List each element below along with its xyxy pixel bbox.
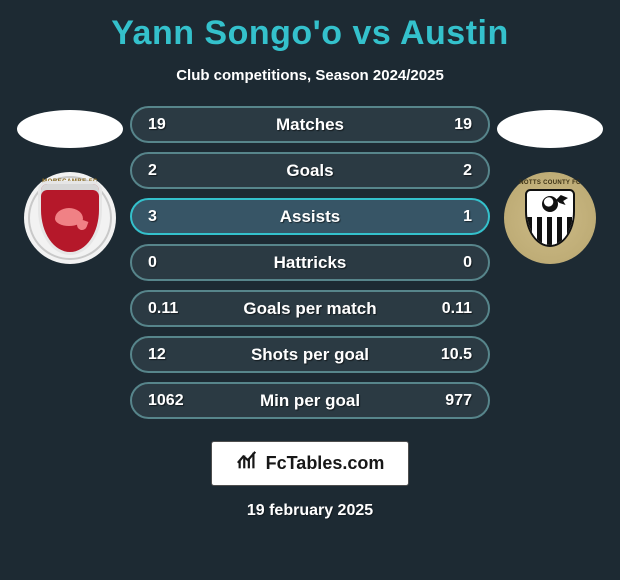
stat-label: Shots per goal xyxy=(132,345,488,365)
bar-chart-icon xyxy=(236,450,258,477)
stat-row: 1062Min per goal977 xyxy=(130,382,490,419)
player-photo-left xyxy=(17,110,123,148)
stat-value-left: 12 xyxy=(148,346,166,364)
stat-value-left: 2 xyxy=(148,162,157,180)
stats-column: 19Matches19 2Goals2 3Assists1 0Hattricks0 0.… xyxy=(130,106,490,419)
stat-value-right: 10.5 xyxy=(441,346,472,364)
stat-label: Matches xyxy=(132,115,488,135)
stat-value-right: 2 xyxy=(463,162,472,180)
brand-badge[interactable]: FcTables.com xyxy=(211,441,410,486)
stat-row: 0Hattricks0 xyxy=(130,244,490,281)
stat-row: 12Shots per goal10.5 xyxy=(130,336,490,373)
stat-row: 2Goals2 xyxy=(130,152,490,189)
stat-row: 19Matches19 xyxy=(130,106,490,143)
stat-value-left: 0.11 xyxy=(148,300,178,318)
player-photo-right xyxy=(497,110,603,148)
stat-label: Hattricks xyxy=(132,253,488,273)
crest-right-label: NOTTS COUNTY FC xyxy=(519,180,580,186)
stat-value-left: 3 xyxy=(148,208,157,226)
subtitle: Club competitions, Season 2024/2025 xyxy=(176,67,444,84)
stat-label: Goals xyxy=(132,161,488,181)
stat-label: Goals per match xyxy=(132,299,488,319)
right-side: NOTTS COUNTY FC xyxy=(490,106,610,264)
shield-icon xyxy=(525,189,575,247)
football-icon xyxy=(542,196,558,212)
page-title: Yann Songo'o vs Austin xyxy=(111,14,509,53)
left-side: MORECAMBE FC xyxy=(10,106,130,264)
stat-label: Min per goal xyxy=(132,391,488,411)
club-crest-right: NOTTS COUNTY FC xyxy=(504,172,596,264)
stat-value-right: 1 xyxy=(463,208,472,226)
stat-value-right: 19 xyxy=(454,116,472,134)
stat-value-left: 0 xyxy=(148,254,157,272)
stat-value-right: 977 xyxy=(445,392,472,410)
stat-value-left: 19 xyxy=(148,116,166,134)
stat-value-left: 1062 xyxy=(148,392,184,410)
shrimp-icon xyxy=(53,206,87,230)
club-crest-left: MORECAMBE FC xyxy=(24,172,116,264)
stat-row: 3Assists1 xyxy=(130,198,490,235)
stripes-icon xyxy=(527,217,573,245)
comparison-card: Yann Songo'o vs Austin Club competitions… xyxy=(0,0,620,580)
body-row: MORECAMBE FC 19Matches192Goals23Assists1… xyxy=(0,106,620,419)
brand-text: FcTables.com xyxy=(266,453,385,474)
stat-label: Assists xyxy=(132,207,488,227)
stat-row: 0.11Goals per match0.11 xyxy=(130,290,490,327)
stat-value-right: 0 xyxy=(463,254,472,272)
stat-value-right: 0.11 xyxy=(442,300,472,318)
date-text: 19 february 2025 xyxy=(247,502,373,520)
shield-icon xyxy=(38,181,102,255)
